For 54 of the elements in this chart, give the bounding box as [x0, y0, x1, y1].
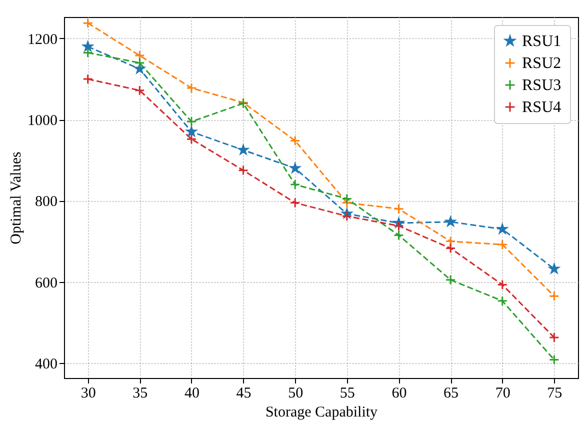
point [134, 50, 145, 61]
point [186, 126, 196, 136]
point [82, 18, 94, 28]
point [82, 41, 93, 51]
x-axis-title: Storage Capability [265, 404, 378, 420]
point [342, 210, 352, 222]
x-tick-label: 45 [236, 386, 252, 402]
point [290, 163, 300, 173]
x-tick-label: 50 [288, 386, 304, 402]
y-tick-label: 800 [35, 194, 58, 210]
point [497, 279, 508, 290]
x-tick-label: 30 [80, 386, 96, 402]
point [290, 198, 300, 208]
y-tick-label: 1000 [28, 113, 58, 130]
legend-label: RSU1 [522, 33, 562, 50]
point [549, 264, 560, 274]
point [238, 144, 248, 154]
point [394, 220, 404, 232]
y-axis-title: Optimal Values [8, 152, 24, 244]
x-tick-label: 65 [444, 386, 459, 402]
point [186, 116, 197, 127]
point [186, 134, 197, 144]
point [548, 332, 560, 343]
y-tick-label: 400 [35, 356, 58, 372]
point [445, 274, 456, 286]
point [134, 64, 145, 74]
point [497, 239, 508, 250]
point [548, 354, 560, 365]
x-tick-label: 75 [547, 386, 562, 402]
legend-label: RSU3 [522, 77, 562, 94]
point [82, 47, 94, 58]
x-tick-label: 55 [340, 386, 355, 402]
point [394, 230, 404, 240]
point [445, 242, 456, 254]
point [497, 296, 508, 306]
point [290, 179, 300, 190]
point [342, 193, 352, 204]
x-tick-label: 40 [184, 386, 200, 402]
point [82, 74, 94, 84]
point [394, 204, 404, 214]
point [290, 135, 300, 146]
point [497, 224, 508, 234]
point [134, 58, 145, 68]
point [134, 85, 145, 96]
y-tick-label: 600 [35, 275, 58, 292]
legend-label: RSU2 [522, 55, 562, 72]
x-tick-label: 35 [132, 386, 148, 402]
x-tick-label: 60 [392, 386, 407, 402]
point [186, 82, 197, 94]
point [238, 165, 248, 176]
y-tick-label: 1200 [28, 32, 58, 48]
point [548, 290, 560, 302]
x-tick-label: 70 [495, 386, 510, 402]
legend-label: RSU4 [522, 99, 562, 116]
